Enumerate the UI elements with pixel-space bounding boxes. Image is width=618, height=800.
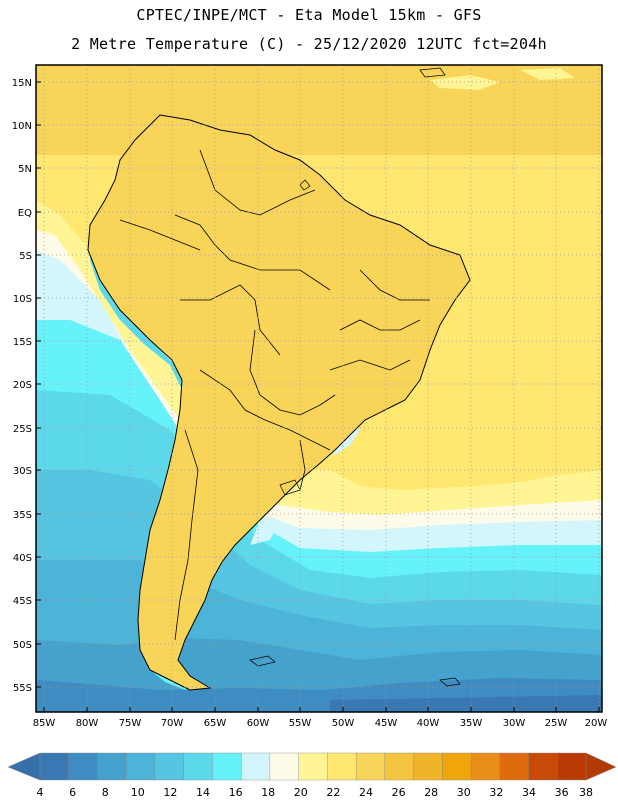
lon-label: 30W <box>503 718 526 729</box>
lat-label: 20S <box>13 380 32 391</box>
map-frame <box>35 64 603 713</box>
colorbar-cell <box>557 752 587 781</box>
colorbar-cell <box>39 752 70 781</box>
colorbar-label: 38 <box>579 786 593 799</box>
colorbar-cell <box>298 752 328 781</box>
colorbar-label: 30 <box>457 786 471 799</box>
lon-label: 75W <box>119 718 142 729</box>
colorbar-cell <box>384 752 415 781</box>
temperature-field <box>36 65 602 712</box>
colorbar-cell <box>212 752 242 781</box>
lon-label: 60W <box>247 718 270 729</box>
lat-label: 10N <box>12 121 32 132</box>
lon-label: 85W <box>33 718 56 729</box>
colorbar-label: 28 <box>424 786 438 799</box>
lat-label: 45S <box>13 596 32 607</box>
colorbar-cell <box>327 752 357 781</box>
colorbar-label: 22 <box>326 786 340 799</box>
lon-label: 80W <box>76 718 99 729</box>
colorbar-cell <box>154 752 185 781</box>
lon-label: 70W <box>161 718 184 729</box>
lat-label: 30S <box>13 466 32 477</box>
lat-label: 5N <box>18 164 32 175</box>
lat-label: 15N <box>12 78 32 89</box>
lat-label: 10S <box>13 294 32 305</box>
colorbar-label: 18 <box>261 786 275 799</box>
colorbar-label: 8 <box>102 786 109 799</box>
lon-label: 50W <box>332 718 355 729</box>
colorbar-cell <box>442 752 472 781</box>
colorbar-label: 6 <box>69 786 76 799</box>
lat-label: EQ <box>18 208 32 219</box>
colorbar-cell <box>97 752 127 781</box>
lon-label: 20W <box>585 718 608 729</box>
lon-label: 55W <box>289 718 312 729</box>
colorbar-label: 20 <box>294 786 308 799</box>
title-line-1: CPTEC/INPE/MCT - Eta Model 15km - GFS <box>136 6 482 24</box>
lat-label: 55S <box>13 683 32 694</box>
lon-label: 35W <box>460 718 483 729</box>
colorbar-cell <box>528 752 558 781</box>
colorbar-label: 16 <box>229 786 243 799</box>
colorbar-high-arrow <box>585 752 617 781</box>
longitude-labels: 85W 80W 75W 70W 65W 60W 55W 50W 45W 40W … <box>33 718 608 729</box>
colorbar-label: 26 <box>392 786 406 799</box>
colorbar-label: 34 <box>522 786 536 799</box>
title-line-2: 2 Metre Temperature (C) - 25/12/2020 12U… <box>71 35 547 53</box>
lat-label: 25S <box>13 424 32 435</box>
colorbar-cell <box>68 752 98 781</box>
colorbar-cell <box>355 752 386 781</box>
lon-label: 25W <box>545 718 568 729</box>
lat-label: 50S <box>13 640 32 651</box>
colorbar-label: 32 <box>489 786 503 799</box>
lon-label: 45W <box>375 718 398 729</box>
lat-label: 5S <box>19 251 32 262</box>
colorbar-label: 14 <box>196 786 210 799</box>
colorbar-cell <box>183 752 213 781</box>
latitude-labels: 15N 10N 5N EQ 5S 10S 15S 20S 25S 30S 35S… <box>12 78 32 694</box>
colorbar-cell <box>499 752 530 781</box>
colorbar-cell <box>269 752 300 781</box>
colorbar-label: 10 <box>131 786 145 799</box>
colorbar: 4 6 8 10 12 14 16 18 20 22 24 26 28 30 3… <box>7 752 617 799</box>
colorbar-cell <box>413 752 443 781</box>
lon-label: 40W <box>417 718 440 729</box>
lon-label: 65W <box>204 718 227 729</box>
lat-label: 40S <box>13 553 32 564</box>
colorbar-cell <box>470 752 501 781</box>
lat-label: 15S <box>13 337 32 348</box>
colorbar-cell <box>240 752 271 781</box>
colorbar-label: 24 <box>359 786 373 799</box>
lat-label: 35S <box>13 510 32 521</box>
colorbar-label: 4 <box>37 786 44 799</box>
colorbar-label: 36 <box>555 786 569 799</box>
colorbar-label: 12 <box>163 786 177 799</box>
colorbar-cell <box>126 752 156 781</box>
colorbar-low-arrow <box>7 752 41 781</box>
